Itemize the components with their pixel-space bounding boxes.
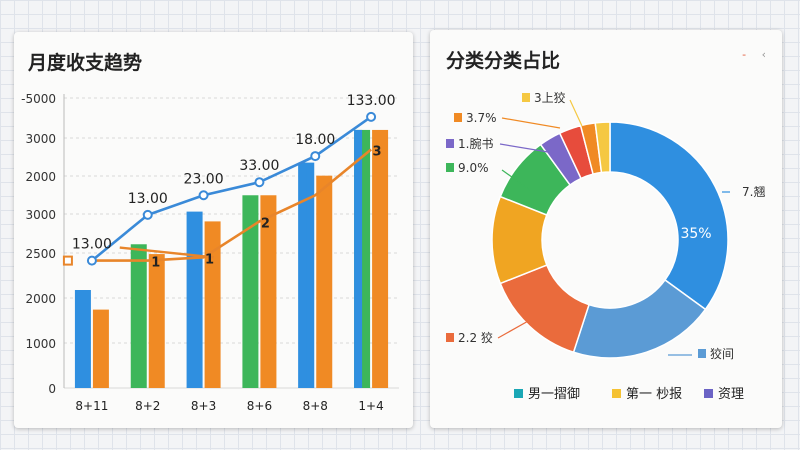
- line-series-blue-point: [254, 177, 265, 188]
- callout-swatch: [522, 93, 530, 102]
- x-tick-label: 8+2: [135, 399, 160, 413]
- monthly-trend-title: 月度收支趋势: [28, 52, 143, 74]
- bar-series-1: [186, 211, 203, 388]
- callout-line: [501, 117, 561, 129]
- donut-slice: [609, 121, 729, 311]
- legend-swatch: [704, 389, 713, 398]
- legend-swatch: [612, 389, 621, 398]
- data-label: 13.00: [128, 191, 168, 207]
- callout-label: 1.腕书: [458, 136, 493, 151]
- callout-swatch: [454, 113, 462, 122]
- minimize-icon[interactable]: -: [742, 48, 747, 61]
- bar-series-2: [372, 129, 389, 388]
- line-series-blue-point: [198, 190, 209, 201]
- line-series-orange: [91, 148, 372, 262]
- callout-line: [501, 169, 531, 191]
- data-label: 13.00: [72, 237, 112, 253]
- callout-line: [497, 319, 531, 339]
- legend-label: 男一摺御: [528, 387, 580, 402]
- bar-series-2: [148, 254, 165, 388]
- callout-label: 狡间: [710, 346, 734, 361]
- monthly-trend-card: 月度收支趋势 0 1000 2000 2500 3000 2000 3000 -5000 8+1…: [14, 32, 413, 428]
- y-tick-label: 2000: [25, 292, 56, 306]
- line-marker-label: 3: [373, 145, 382, 160]
- bar-series-2: [92, 309, 109, 388]
- line-marker-label: 1: [205, 252, 214, 267]
- x-tick-label: 8+11: [75, 399, 108, 413]
- data-label: 33.00: [239, 158, 279, 174]
- line-series-blue-point: [142, 209, 153, 220]
- y-tick-label: 3000: [25, 132, 56, 146]
- x-tick-label: 8+3: [191, 399, 216, 413]
- callout-swatch: [446, 333, 454, 342]
- legend-label: 第一 杪报: [626, 387, 682, 402]
- bar-series-1-segment: [354, 129, 363, 388]
- y-tick-label: 3000: [25, 208, 56, 222]
- line-series-blue-point: [366, 111, 377, 122]
- collapse-icon[interactable]: ‹: [761, 48, 766, 61]
- x-tick-label: 8+6: [247, 399, 272, 413]
- legend-label: 资理: [718, 387, 744, 402]
- line-orange-extra: [119, 246, 214, 259]
- donut-slice: [594, 121, 611, 174]
- category-share-card: 分类分类占比 - ‹ 35% 7.翘狡间 2.2 狡 9.0% 1.腕书 3.7% 3上狡男…: [430, 30, 782, 428]
- line-marker-label: 2: [261, 216, 270, 231]
- line-orange-start-marker: [62, 255, 73, 266]
- data-label: 18.00: [295, 132, 335, 148]
- category-share-title: 分类分类占比: [446, 50, 561, 72]
- line-series-blue-point: [310, 151, 321, 162]
- callout-label: 7.翘: [742, 185, 765, 199]
- y-tick-label: 1000: [25, 337, 56, 351]
- line-series-blue-point: [86, 255, 97, 266]
- callout-swatch: [698, 349, 706, 358]
- callout-line: [499, 143, 549, 153]
- bar-series-1-segment: [298, 162, 307, 388]
- slice-percent-label: 35%: [680, 226, 711, 242]
- y-tick-label: 0: [48, 382, 56, 396]
- data-label: 133.00: [347, 93, 396, 109]
- y-tick-label: 2500: [25, 247, 56, 261]
- bar-series-2: [260, 195, 277, 388]
- data-label: 23.00: [184, 171, 224, 187]
- callout-swatch: [446, 163, 454, 172]
- line-series-blue: [91, 115, 372, 262]
- bar-series-2: [204, 221, 221, 388]
- bar-series-1: [242, 195, 259, 388]
- y-tick-label: 2000: [25, 170, 56, 184]
- bar-series-2: [316, 175, 333, 388]
- callout-swatch: [446, 139, 454, 148]
- card-controls[interactable]: - ‹: [742, 48, 766, 61]
- monthly-trend-chart: 0 1000 2000 2500 3000 2000 3000 -5000 8+11 8+2 8+3…: [21, 92, 399, 413]
- callout-label: 9.0%: [458, 161, 489, 175]
- line-marker-label: 1: [151, 256, 160, 271]
- y-tick-label: -5000: [21, 92, 56, 106]
- bar-series-1: [74, 290, 91, 388]
- x-tick-label: 8+8: [303, 399, 328, 413]
- callout-line: [569, 99, 583, 127]
- callout-label: 2.2 狡: [458, 330, 493, 345]
- callout-label: 3.7%: [466, 111, 497, 125]
- legend-swatch: [514, 389, 523, 398]
- bar-series-1: [130, 244, 147, 388]
- callout-label: 3上狡: [534, 90, 566, 105]
- x-tick-label: 1+4: [358, 399, 383, 413]
